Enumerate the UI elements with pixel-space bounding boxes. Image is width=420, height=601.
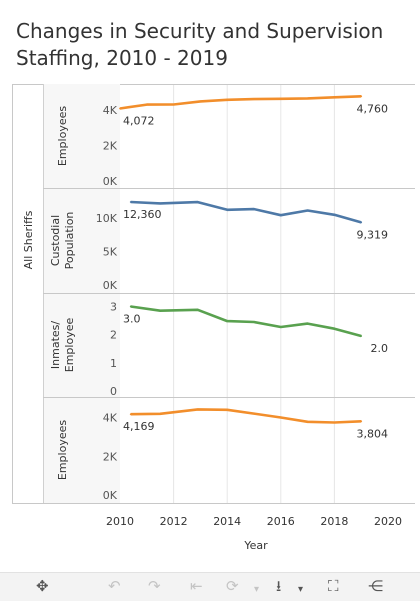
panel-bottom-border [12, 503, 415, 504]
panel-divider [43, 397, 415, 398]
panel-label: Employee [63, 318, 76, 373]
x-axis-label: Year [243, 539, 268, 552]
data-point [159, 202, 162, 205]
first-value-label: 4,169 [123, 420, 155, 433]
data-point [253, 412, 255, 415]
data-point [333, 327, 336, 330]
data-point [226, 98, 229, 101]
y-tick-label: 0K [103, 279, 118, 292]
data-point [129, 413, 132, 416]
last-value-label: 2.0 [371, 342, 389, 355]
data-point [226, 320, 229, 323]
panel-label: Employees [56, 106, 69, 166]
last-value-label: 4,760 [357, 102, 389, 115]
data-point [360, 335, 363, 337]
data-point [360, 420, 363, 423]
data-point [159, 309, 162, 312]
panel-label: Population [63, 212, 76, 270]
y-tick-label: 2K [103, 450, 118, 463]
data-point [226, 408, 229, 411]
data-point [279, 214, 282, 217]
panel-left-border [12, 84, 13, 503]
series-line [130, 200, 362, 224]
fullscreen-icon[interactable]: ⛶ [328, 577, 339, 595]
group-label: All Sheriffs [22, 210, 35, 269]
data-point [119, 107, 121, 110]
panel-label: Inmates/ [49, 321, 62, 369]
data-point [253, 98, 255, 101]
data-point [196, 201, 199, 203]
data-point [172, 103, 175, 106]
data-point [159, 412, 162, 415]
x-tick-label: 2018 [320, 515, 348, 528]
data-point [306, 322, 309, 325]
download-chevron-icon[interactable]: ▾ [298, 584, 304, 595]
revert-icon[interactable]: ⇤ [190, 577, 203, 595]
redo-icon[interactable]: ↷ [148, 577, 161, 595]
data-point [333, 96, 336, 99]
series-line [119, 95, 362, 110]
data-point [129, 201, 132, 203]
viz-toolbar: ✥ ↶ ↷ ⇤ ⟳ ▾ ⭳ ▾ ⛶ ⋲ [0, 572, 420, 601]
data-point [253, 208, 255, 211]
data-point [279, 326, 282, 328]
y-tick-label: 0 [110, 385, 117, 398]
first-value-label: 12,360 [123, 208, 162, 221]
y-tick-label: 5K [103, 245, 118, 258]
panel-label: Custodial [49, 215, 62, 266]
data-point [333, 213, 336, 216]
data-point [199, 100, 202, 103]
y-tick-label: 4K [103, 412, 118, 425]
line-chart: All Sheriffs Employees 0K 2K 4K 4,072 4,760 Cus… [12, 84, 415, 552]
data-point [306, 420, 309, 423]
y-tick-label: 2 [110, 329, 117, 342]
data-point [145, 103, 148, 106]
data-point [333, 421, 336, 424]
y-tick-label: 2K [103, 139, 118, 152]
chart-title: Changes in Security and Supervision Staf… [16, 19, 384, 70]
y-tick-label: 1 [110, 357, 117, 370]
panel-divider [43, 188, 415, 189]
panel-top-border [12, 84, 415, 85]
y-tick-label: 3 [110, 300, 117, 313]
x-tick-label: 2016 [267, 515, 295, 528]
y-tick-label: 0K [103, 489, 118, 502]
data-point [360, 221, 363, 224]
data-point [129, 305, 132, 308]
undo-icon[interactable]: ↶ [108, 577, 121, 595]
move-icon[interactable]: ✥ [36, 577, 49, 595]
data-point [279, 97, 282, 100]
data-point [226, 208, 229, 211]
x-tick-label: 2012 [160, 515, 188, 528]
data-point [306, 97, 309, 100]
first-value-label: 4,072 [123, 115, 155, 128]
data-point [279, 416, 282, 419]
data-point [360, 95, 363, 98]
x-tick-label: 2010 [106, 515, 134, 528]
x-tick-label: 2014 [213, 515, 241, 528]
refresh-icon[interactable]: ⟳ [226, 577, 239, 595]
y-tick-label: 10K [96, 212, 118, 225]
panel-divider [43, 293, 415, 294]
data-point [196, 408, 199, 411]
refresh-chevron-icon[interactable]: ▾ [254, 584, 260, 595]
share-icon[interactable]: ⋲ [368, 577, 383, 595]
y-tick-label: 4K [103, 104, 118, 117]
first-value-label: 3.0 [123, 312, 141, 325]
series-line [130, 408, 362, 424]
x-tick-label: 2020 [374, 515, 402, 528]
data-point [196, 308, 199, 311]
series-line [130, 305, 362, 338]
data-point [306, 209, 309, 212]
data-point [253, 321, 255, 323]
panel-label: Employees [56, 420, 69, 480]
download-icon[interactable]: ⭳ [276, 577, 282, 595]
last-value-label: 9,319 [357, 228, 389, 241]
y-tick-label: 0K [103, 175, 118, 188]
last-value-label: 3,804 [357, 427, 389, 440]
